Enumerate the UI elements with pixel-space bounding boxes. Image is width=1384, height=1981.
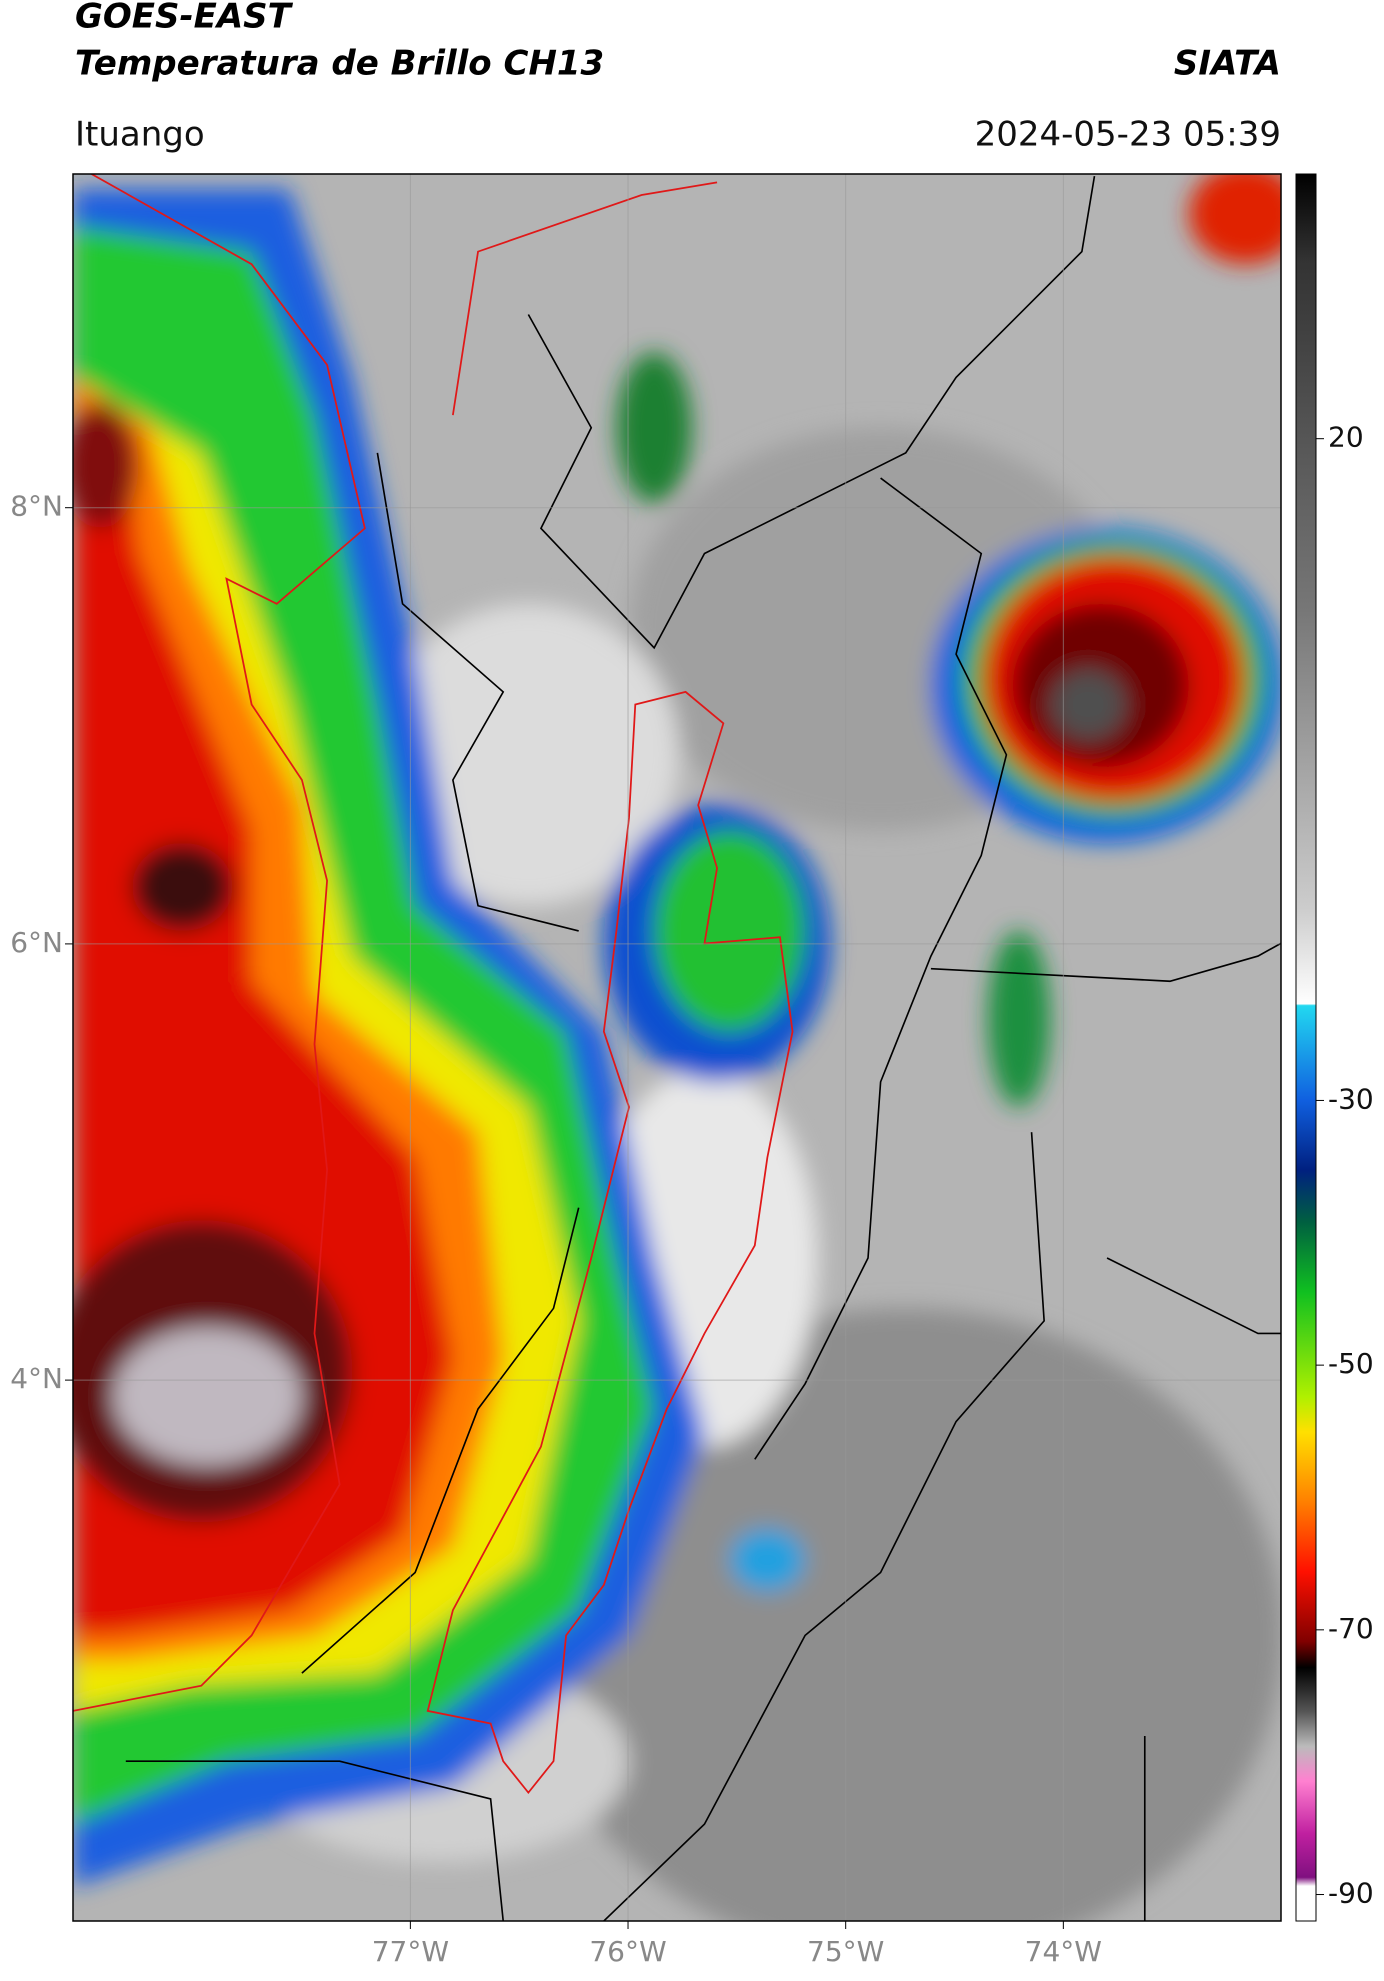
colorbar-tick-label: 20 — [1328, 421, 1364, 454]
graticule — [73, 174, 1281, 1921]
map-frame — [72, 173, 1282, 1922]
colorbar-tick-label: -30 — [1328, 1082, 1374, 1115]
colorbar-tick-label: -90 — [1328, 1877, 1374, 1910]
subtitle: Temperatura de Brillo CH13 — [75, 44, 604, 84]
x-tick-label: 75°W — [807, 1935, 884, 1968]
y-tick-label: 4°N — [10, 1362, 63, 1395]
title: GOES-EAST — [75, 0, 294, 37]
x-tick-label: 76°W — [589, 1935, 666, 1968]
y-tick-label: 8°N — [10, 490, 63, 523]
satellite-image — [73, 174, 1281, 1921]
colorbar-tick-label: -50 — [1328, 1347, 1374, 1380]
x-tick-label: 74°W — [1025, 1935, 1102, 1968]
colorbar-tick-label: -70 — [1328, 1612, 1374, 1645]
y-tick-label: 6°N — [10, 926, 63, 959]
colorbar — [1295, 173, 1317, 1922]
x-tick-label: 77°W — [372, 1935, 449, 1968]
datetime: 2024-05-23 05:39 — [975, 115, 1281, 155]
source: SIATA — [1174, 44, 1281, 84]
location: Ituango — [75, 115, 205, 155]
